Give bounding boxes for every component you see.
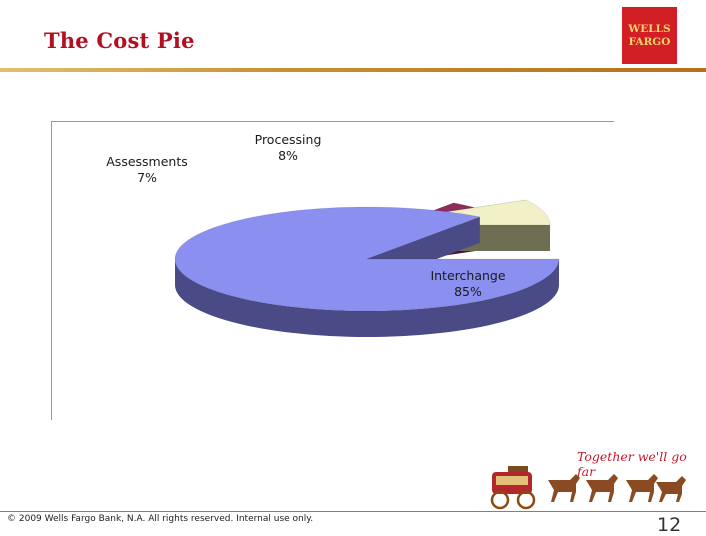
tagline: Together we'll go far xyxy=(577,449,687,479)
slice-value-interchange: 85% xyxy=(454,284,482,299)
logo-line-2: FARGO xyxy=(628,35,671,48)
slice-label-assessments: Assessments xyxy=(106,154,188,169)
slice-value-assessments: 7% xyxy=(137,170,157,185)
slice-label-processing: Processing xyxy=(255,132,322,147)
footer-rule xyxy=(0,511,706,512)
slice-value-processing: 8% xyxy=(278,148,298,163)
page-title: The Cost Pie xyxy=(44,28,195,53)
interchange-top xyxy=(174,206,560,312)
wells-fargo-logo: WELLS FARGO xyxy=(622,7,677,64)
slice-label-interchange: Interchange xyxy=(430,268,505,283)
copyright-text: © 2009 Wells Fargo Bank, N.A. All rights… xyxy=(7,514,314,524)
stagecoach-logo xyxy=(490,466,686,510)
pie-slice-interchange xyxy=(174,206,560,337)
chart-frame: Interchange 85% Assessments 7% Processing 8% xyxy=(51,121,614,420)
logo-line-1: WELLS xyxy=(628,22,671,35)
interchange-side xyxy=(175,259,559,337)
header-rule xyxy=(0,68,706,72)
page-number: 12 xyxy=(657,514,682,536)
